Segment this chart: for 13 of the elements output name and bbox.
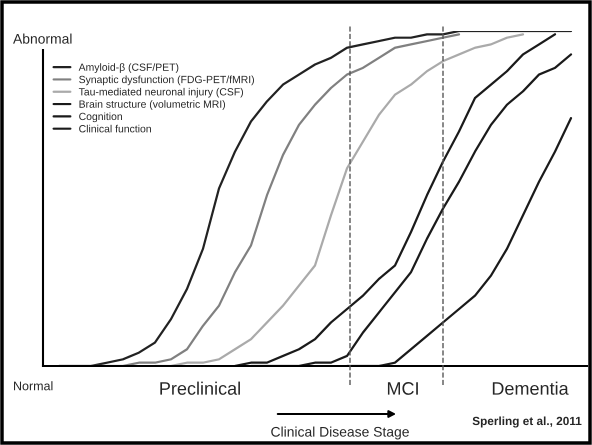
text: Normal (14, 381, 52, 390)
text: Sperling et al., 2011 (472, 416, 582, 428)
legend-label: Tau-mediated neuronal injury (CSF) (78, 88, 243, 98)
legend-label: Clinical function (79, 124, 151, 132)
legend-label: Amyloid-β (CSF/PET) (78, 63, 178, 73)
legend-label: Cognition (79, 112, 122, 122)
annotation: Abnormal (13, 34, 72, 44)
x-axis-title: Clinical Disease Stage (271, 426, 409, 440)
legend-label: Synaptic dysfunction (FDG-PET/fMRI) (79, 76, 254, 86)
text: Preclinical (160, 382, 240, 395)
text: MCI (388, 382, 418, 395)
legend-label: Brain structure (volumetric MRI) (80, 100, 226, 110)
text: Dementia (492, 382, 569, 395)
